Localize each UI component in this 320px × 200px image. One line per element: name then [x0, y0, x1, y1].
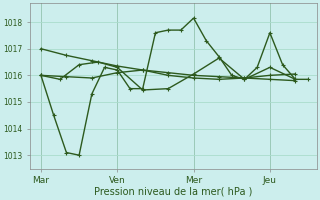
X-axis label: Pression niveau de la mer( hPa ): Pression niveau de la mer( hPa )	[94, 187, 252, 197]
